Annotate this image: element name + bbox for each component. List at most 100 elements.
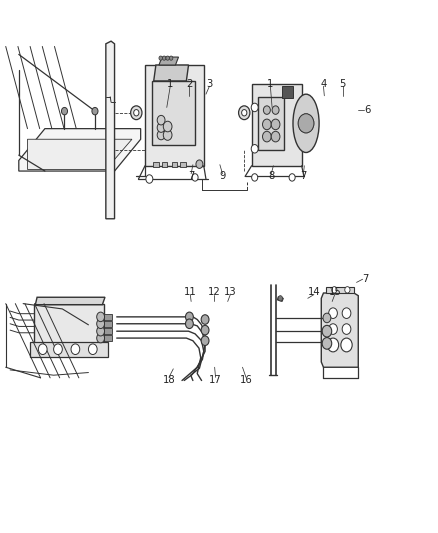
Circle shape	[328, 308, 337, 318]
Text: 1: 1	[167, 78, 173, 88]
Circle shape	[242, 110, 247, 116]
Text: 18: 18	[162, 375, 175, 385]
Polygon shape	[252, 84, 302, 166]
Circle shape	[272, 106, 279, 114]
Circle shape	[159, 56, 162, 60]
Polygon shape	[321, 293, 358, 367]
Text: 4: 4	[320, 78, 327, 88]
Polygon shape	[104, 328, 113, 334]
Circle shape	[97, 333, 105, 343]
Text: 6: 6	[364, 104, 370, 115]
Polygon shape	[34, 304, 104, 343]
Circle shape	[97, 312, 105, 321]
Polygon shape	[258, 97, 284, 150]
Circle shape	[262, 119, 271, 130]
Text: 9: 9	[219, 172, 226, 181]
Circle shape	[252, 174, 258, 181]
Circle shape	[92, 108, 98, 115]
Polygon shape	[35, 297, 105, 305]
Circle shape	[323, 313, 331, 322]
Bar	[172, 161, 177, 167]
Polygon shape	[159, 57, 179, 65]
Polygon shape	[152, 81, 195, 144]
Text: 7: 7	[300, 172, 307, 181]
Circle shape	[342, 324, 351, 334]
Polygon shape	[104, 320, 113, 327]
Polygon shape	[106, 41, 115, 219]
Circle shape	[162, 56, 166, 60]
Circle shape	[157, 130, 165, 140]
Circle shape	[262, 131, 271, 142]
Circle shape	[53, 344, 62, 354]
Circle shape	[39, 344, 47, 354]
Circle shape	[201, 336, 209, 345]
Text: 15: 15	[328, 287, 341, 297]
Polygon shape	[104, 314, 113, 320]
Circle shape	[97, 319, 105, 328]
Polygon shape	[145, 65, 204, 166]
Circle shape	[342, 308, 351, 318]
Circle shape	[341, 338, 352, 352]
Circle shape	[322, 337, 332, 349]
Bar	[162, 161, 167, 167]
Circle shape	[251, 144, 258, 153]
Circle shape	[263, 106, 270, 114]
Text: 7: 7	[362, 274, 368, 284]
Circle shape	[163, 121, 172, 132]
Text: 13: 13	[224, 287, 237, 297]
Circle shape	[131, 106, 142, 119]
Text: 8: 8	[268, 172, 274, 181]
Circle shape	[157, 123, 165, 132]
Bar	[180, 161, 186, 167]
Polygon shape	[28, 139, 132, 169]
Text: 11: 11	[184, 287, 197, 297]
Circle shape	[327, 338, 339, 352]
Polygon shape	[19, 128, 141, 171]
Circle shape	[201, 325, 209, 335]
Circle shape	[71, 344, 80, 354]
Circle shape	[192, 174, 198, 181]
Circle shape	[289, 174, 295, 181]
Circle shape	[271, 119, 280, 130]
Text: 17: 17	[209, 375, 222, 385]
Circle shape	[185, 319, 193, 328]
Polygon shape	[154, 65, 188, 81]
Bar	[153, 161, 159, 167]
Text: 14: 14	[307, 287, 320, 297]
Circle shape	[201, 315, 209, 324]
Polygon shape	[325, 287, 354, 293]
Text: 5: 5	[339, 78, 346, 88]
Text: 2: 2	[186, 78, 193, 88]
Circle shape	[345, 287, 350, 293]
Circle shape	[239, 106, 250, 119]
Circle shape	[196, 160, 203, 168]
Circle shape	[332, 287, 337, 293]
Polygon shape	[104, 335, 113, 341]
Circle shape	[146, 175, 153, 183]
Circle shape	[298, 114, 314, 133]
Ellipse shape	[298, 114, 314, 133]
Polygon shape	[30, 342, 108, 357]
Text: 12: 12	[208, 287, 220, 297]
Circle shape	[61, 108, 67, 115]
Circle shape	[328, 324, 337, 334]
Text: 3: 3	[206, 78, 212, 88]
Circle shape	[134, 110, 139, 116]
Circle shape	[251, 103, 258, 112]
Circle shape	[271, 131, 280, 142]
Text: 7: 7	[188, 172, 194, 181]
Circle shape	[278, 296, 283, 301]
Circle shape	[322, 325, 332, 337]
Circle shape	[157, 115, 165, 125]
Polygon shape	[277, 297, 283, 302]
Text: 16: 16	[240, 375, 252, 385]
Circle shape	[166, 56, 170, 60]
Polygon shape	[282, 86, 293, 98]
Circle shape	[97, 326, 105, 336]
Circle shape	[163, 130, 172, 140]
Ellipse shape	[293, 94, 319, 152]
Circle shape	[88, 344, 97, 354]
Circle shape	[185, 312, 193, 321]
Text: 1: 1	[267, 78, 274, 88]
Circle shape	[170, 56, 173, 60]
